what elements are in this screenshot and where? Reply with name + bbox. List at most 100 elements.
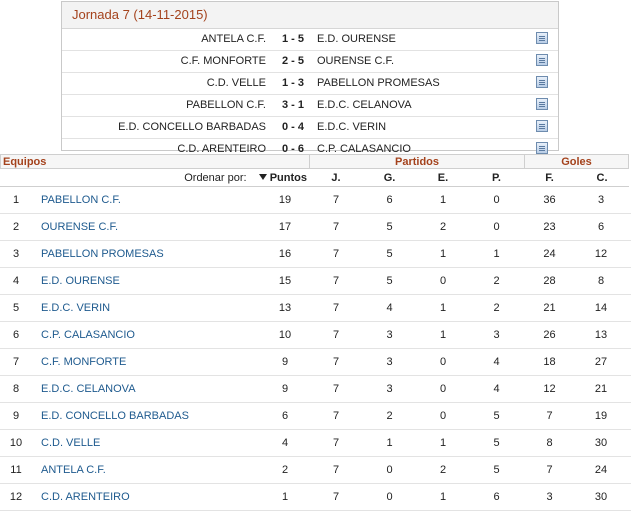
round-title: Jornada 7 (14-11-2015): [62, 2, 558, 29]
match-list: ANTELA C.F. 1 - 5 E.D. OURENSE C.F. MONFORT…: [62, 29, 558, 160]
points-cell: 15: [278, 275, 292, 287]
team-link[interactable]: C.F. MONFORTE: [41, 356, 127, 368]
match-row: C.D. VELLE 1 - 3 PABELLON PROMESAS: [62, 73, 558, 95]
match-score: 0 - 6: [281, 143, 304, 155]
match-away-team: PABELLON PROMESAS: [317, 77, 440, 89]
goals-against-cell: 30: [594, 437, 608, 449]
goals-for-cell: 23: [543, 221, 556, 233]
position-cell: 1: [12, 194, 20, 206]
team-link[interactable]: E.D. OURENSE: [41, 275, 120, 287]
table-row: 11 ANTELA C.F. 2 7 0 2 5 7 24: [0, 457, 631, 484]
goals-against-cell: 21: [594, 383, 608, 395]
match-report-icon[interactable]: [536, 54, 548, 66]
match-home-team: C.D. VELLE: [206, 77, 266, 89]
standings-rows: 1 PABELLON C.F. 19 7 6 1 0 36 3 2 OURENSE C.F. 17 7 5…: [0, 187, 631, 511]
match-report-icon[interactable]: [536, 120, 548, 132]
col-played: J.: [310, 169, 362, 187]
sort-header: Ordenar por: Puntos: [0, 169, 310, 187]
won-cell: 6: [386, 194, 393, 206]
points-cell: 19: [278, 194, 292, 206]
won-cell: 0: [386, 491, 393, 503]
match-home-team: E.D. CONCELLO BARBADAS: [118, 121, 266, 133]
team-link[interactable]: ANTELA C.F.: [41, 464, 106, 476]
team-link[interactable]: E.D. CONCELLO BARBADAS: [41, 410, 189, 422]
team-link[interactable]: PABELLON PROMESAS: [41, 248, 164, 260]
won-cell: 5: [386, 275, 393, 287]
col-goals-for: F.: [524, 169, 575, 187]
match-row: C.F. MONFORTE 2 - 5 OURENSE C.F.: [62, 51, 558, 73]
points-cell: 13: [278, 302, 292, 314]
match-report-icon[interactable]: [536, 76, 548, 88]
table-row: 2 OURENSE C.F. 17 7 5 2 0 23 6: [0, 214, 631, 241]
lost-cell: 5: [493, 437, 500, 449]
lost-cell: 3: [493, 329, 500, 341]
table-row: 9 E.D. CONCELLO BARBADAS 6 7 2 0 5 7 19: [0, 403, 631, 430]
points-cell: 17: [278, 221, 292, 233]
table-row: 10 C.D. VELLE 4 7 1 1 5 8 30: [0, 430, 631, 457]
goals-for-cell: 3: [546, 491, 553, 503]
col-lost: P.: [469, 169, 524, 187]
played-cell: 7: [332, 221, 340, 233]
team-link[interactable]: C.D. VELLE: [41, 437, 101, 449]
drawn-cell: 1: [439, 302, 447, 314]
goals-against-cell: 8: [597, 275, 605, 287]
team-link[interactable]: E.D.C. CELANOVA: [41, 383, 136, 395]
goals-against-cell: 27: [594, 356, 608, 368]
match-score: 1 - 3: [281, 77, 304, 89]
col-points[interactable]: Puntos: [269, 172, 307, 184]
played-cell: 7: [332, 248, 340, 260]
position-cell: 3: [12, 248, 20, 260]
points-cell: 2: [281, 464, 289, 476]
won-cell: 3: [386, 383, 393, 395]
drawn-cell: 0: [439, 275, 447, 287]
goals-against-cell: 14: [594, 302, 608, 314]
match-home-team: C.F. MONFORTE: [180, 55, 266, 67]
team-link[interactable]: E.D.C. VERIN: [41, 302, 111, 314]
goals-for-cell: 8: [546, 437, 553, 449]
table-row: 7 C.F. MONFORTE 9 7 3 0 4 18 27: [0, 349, 631, 376]
match-report-icon[interactable]: [536, 142, 548, 154]
team-link[interactable]: OURENSE C.F.: [41, 221, 119, 233]
match-row: E.D. CONCELLO BARBADAS 0 - 4 E.D.C. VERIN: [62, 117, 558, 139]
match-row: ANTELA C.F. 1 - 5 E.D. OURENSE: [62, 29, 558, 51]
goals-for-cell: 12: [543, 383, 556, 395]
won-cell: 0: [386, 464, 393, 476]
goals-against-cell: 19: [594, 410, 608, 422]
team-link[interactable]: C.P. CALASANCIO: [41, 329, 135, 341]
lost-cell: 0: [493, 221, 500, 233]
won-cell: 5: [386, 248, 393, 260]
group-header-teams: Equipos: [0, 154, 310, 169]
team-link[interactable]: PABELLON C.F.: [41, 194, 121, 206]
position-cell: 10: [9, 437, 23, 449]
won-cell: 3: [386, 356, 393, 368]
goals-for-cell: 24: [543, 248, 556, 260]
table-row: 1 PABELLON C.F. 19 7 6 1 0 36 3: [0, 187, 631, 214]
lost-cell: 2: [493, 275, 500, 287]
played-cell: 7: [332, 383, 340, 395]
table-row: 3 PABELLON PROMESAS 16 7 5 1 1 24 12: [0, 241, 631, 268]
lost-cell: 4: [493, 356, 500, 368]
position-cell: 7: [12, 356, 20, 368]
match-home-team: C.D. ARENTEIRO: [177, 143, 266, 155]
match-score: 0 - 4: [281, 121, 304, 133]
team-link[interactable]: C.D. ARENTEIRO: [41, 491, 130, 503]
sort-desc-icon[interactable]: [258, 174, 267, 180]
lost-cell: 1: [493, 248, 500, 260]
col-goals-against: C.: [575, 169, 629, 187]
group-header-goals: Goles: [524, 154, 629, 169]
points-cell: 4: [281, 437, 289, 449]
position-cell: 6: [12, 329, 20, 341]
drawn-cell: 1: [439, 437, 447, 449]
col-drawn: E.: [417, 169, 469, 187]
drawn-cell: 2: [439, 464, 447, 476]
match-report-icon[interactable]: [536, 32, 548, 44]
table-row: 4 E.D. OURENSE 15 7 5 0 2 28 8: [0, 268, 631, 295]
match-report-icon[interactable]: [536, 98, 548, 110]
played-cell: 7: [332, 464, 340, 476]
position-cell: 5: [12, 302, 20, 314]
points-cell: 9: [281, 383, 289, 395]
points-cell: 10: [278, 329, 292, 341]
drawn-cell: 1: [439, 329, 447, 341]
position-cell: 12: [9, 491, 23, 503]
table-row: 8 E.D.C. CELANOVA 9 7 3 0 4 12 21: [0, 376, 631, 403]
